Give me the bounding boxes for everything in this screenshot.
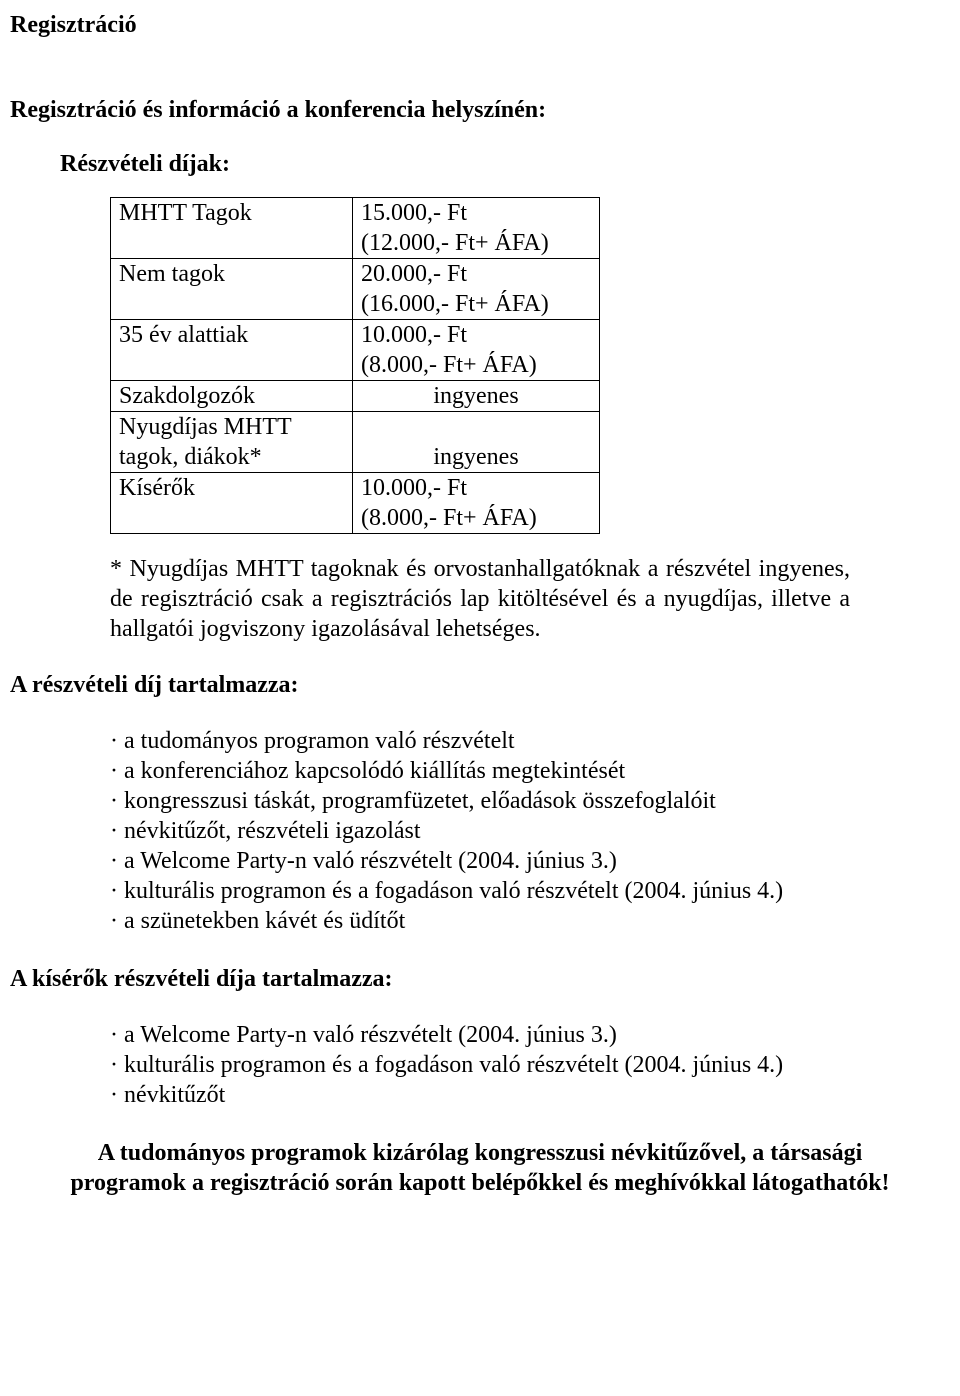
table-row: Kísérők 10.000,- Ft (8.000,- Ft+ ÁFA)	[111, 473, 600, 534]
table-row: 35 év alattiak 10.000,- Ft (8.000,- Ft+ …	[111, 320, 600, 381]
list-item: névkitűzőt	[110, 1080, 950, 1110]
list-item: kulturális programon és a fogadáson való…	[110, 876, 950, 906]
list-item: kongresszusi táskát, programfüzetet, elő…	[110, 786, 950, 816]
price-line: 10.000,- Ft	[361, 475, 467, 501]
fee-price: 10.000,- Ft (8.000,- Ft+ ÁFA)	[353, 320, 600, 381]
table-row: Nem tagok 20.000,- Ft (16.000,- Ft+ ÁFA)	[111, 259, 600, 320]
fee-label: 35 év alattiak	[111, 320, 353, 381]
fee-label: Kísérők	[111, 473, 353, 534]
price-line: ingyenes	[433, 444, 518, 470]
price-line: (8.000,- Ft+ ÁFA)	[361, 352, 537, 378]
price-line: 10.000,- Ft	[361, 322, 467, 348]
list-item: a Welcome Party-n való részvételt (2004.…	[110, 846, 950, 876]
list-item: névkitűzőt, részvételi igazolást	[110, 816, 950, 846]
table-row: MHTT Tagok 15.000,- Ft (12.000,- Ft+ ÁFA…	[111, 198, 600, 259]
price-line: (12.000,- Ft+ ÁFA)	[361, 230, 549, 256]
fee-price: 15.000,- Ft (12.000,- Ft+ ÁFA)	[353, 198, 600, 259]
list-item: a tudományos programon való részvételt	[110, 726, 950, 756]
intro-heading: Regisztráció és információ a konferencia…	[10, 95, 950, 125]
price-line: 15.000,- Ft	[361, 200, 467, 226]
fee-price: ingyenes	[353, 381, 600, 412]
companion-list: a Welcome Party-n való részvételt (2004.…	[10, 1020, 950, 1110]
fee-price: ingyenes	[353, 412, 600, 473]
price-line: (8.000,- Ft+ ÁFA)	[361, 505, 537, 531]
includes-heading: A részvételi díj tartalmazza:	[10, 670, 950, 700]
price-line: 20.000,- Ft	[361, 261, 467, 287]
price-line: ingyenes	[433, 383, 518, 409]
includes-list: a tudományos programon való részvételt a…	[10, 726, 950, 936]
table-row: Szakdolgozók ingyenes	[111, 381, 600, 412]
footnote-text: * Nyugdíjas MHTT tagoknak és orvostanhal…	[110, 554, 850, 644]
closing-note: A tudományos programok kizárólag kongres…	[40, 1138, 920, 1198]
fees-heading: Részvételi díjak:	[60, 149, 950, 179]
fee-price: 10.000,- Ft (8.000,- Ft+ ÁFA)	[353, 473, 600, 534]
fee-label: Nem tagok	[111, 259, 353, 320]
fees-table: MHTT Tagok 15.000,- Ft (12.000,- Ft+ ÁFA…	[110, 197, 600, 534]
list-item: a szünetekben kávét és üdítőt	[110, 906, 950, 936]
fee-price: 20.000,- Ft (16.000,- Ft+ ÁFA)	[353, 259, 600, 320]
table-row: Nyugdíjas MHTT tagok, diákok* ingyenes	[111, 412, 600, 473]
price-line: (16.000,- Ft+ ÁFA)	[361, 291, 549, 317]
fee-label: Szakdolgozók	[111, 381, 353, 412]
page-title: Regisztráció	[10, 10, 950, 40]
list-item: a Welcome Party-n való részvételt (2004.…	[110, 1020, 950, 1050]
list-item: kulturális programon és a fogadáson való…	[110, 1050, 950, 1080]
fee-label: Nyugdíjas MHTT tagok, diákok*	[111, 412, 353, 473]
fee-label: MHTT Tagok	[111, 198, 353, 259]
list-item: a konferenciához kapcsolódó kiállítás me…	[110, 756, 950, 786]
companion-heading: A kísérők részvételi díja tartalmazza:	[10, 964, 950, 994]
